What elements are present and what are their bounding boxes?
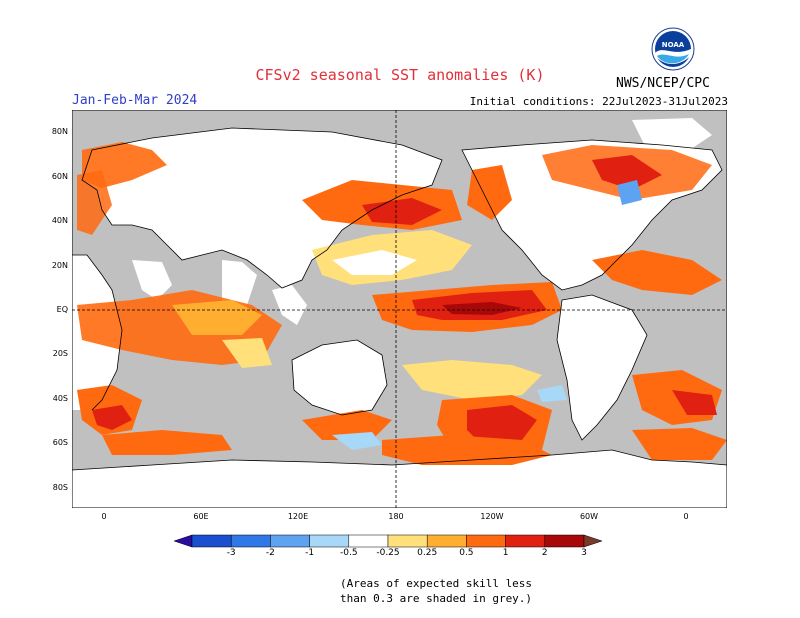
- colorbar-label: 3: [581, 548, 587, 558]
- colorbar-cell: [191, 534, 232, 548]
- sst-anomaly-fields: [77, 142, 727, 465]
- colorbar-arrow-high: [583, 534, 603, 548]
- colorbar-cell: [426, 534, 467, 548]
- colorbar-label: -0.25: [376, 548, 400, 558]
- lon-label: 120E: [287, 512, 309, 521]
- colorbar-label: 0.25: [417, 548, 438, 558]
- noaa-logo-text: NOAA: [662, 41, 685, 49]
- lon-label: 0: [683, 512, 689, 521]
- colorbar-cell: [230, 534, 271, 548]
- lon-label: 0: [101, 512, 107, 521]
- lat-label: 20S: [52, 349, 68, 358]
- skill-note-line2: than 0.3 are shaded in grey.): [340, 592, 533, 605]
- colorbar-label: 2: [541, 548, 548, 558]
- lat-label: 20N: [51, 261, 68, 270]
- lat-label: EQ: [56, 305, 68, 314]
- forecast-period: Jan-Feb-Mar 2024: [72, 93, 198, 108]
- colorbar-label: 1: [502, 548, 509, 558]
- lat-label: 80S: [52, 483, 68, 492]
- lon-label: 120W: [480, 512, 504, 521]
- map-title: CFSv2 seasonal SST anomalies (K): [255, 66, 545, 84]
- lat-label: 80N: [51, 127, 68, 136]
- lat-label: 40N: [51, 216, 68, 225]
- colorbar-cell: [270, 534, 310, 548]
- lon-label: 60W: [579, 512, 599, 521]
- skill-note: (Areas of expected skill less than 0.3 a…: [340, 576, 540, 606]
- lon-label: 180: [388, 512, 404, 521]
- colorbar-arrow-low: [174, 534, 193, 548]
- sst-anomaly-map: [72, 110, 727, 508]
- colorbar: [174, 534, 603, 548]
- colorbar-cell: [309, 534, 350, 548]
- colorbar-cell: [387, 534, 428, 548]
- initial-conditions: Initial conditions: 22Jul2023-31Jul2023: [469, 95, 728, 108]
- colorbar-cell: [505, 534, 546, 548]
- agency-label: NWS/NCEP/CPC: [616, 76, 710, 91]
- colorbar-cell: [466, 534, 506, 548]
- lat-label: 40S: [52, 394, 68, 403]
- lat-label: 60S: [52, 438, 68, 447]
- colorbar-label: -3: [226, 548, 236, 558]
- colorbar-label: -1: [305, 548, 315, 558]
- lat-label: 60N: [51, 172, 68, 181]
- noaa-logo: NOAA: [651, 27, 695, 71]
- land-masses: [72, 118, 727, 508]
- skill-note-line1: (Areas of expected skill less: [340, 577, 533, 590]
- colorbar-cell: [544, 534, 585, 548]
- lon-label: 60E: [193, 512, 209, 521]
- colorbar-label: 0.5: [459, 548, 474, 558]
- colorbar-label: -2: [265, 548, 275, 558]
- colorbar-label: -0.5: [340, 548, 358, 558]
- coastlines: [72, 127, 727, 471]
- colorbar-cell: [348, 534, 389, 548]
